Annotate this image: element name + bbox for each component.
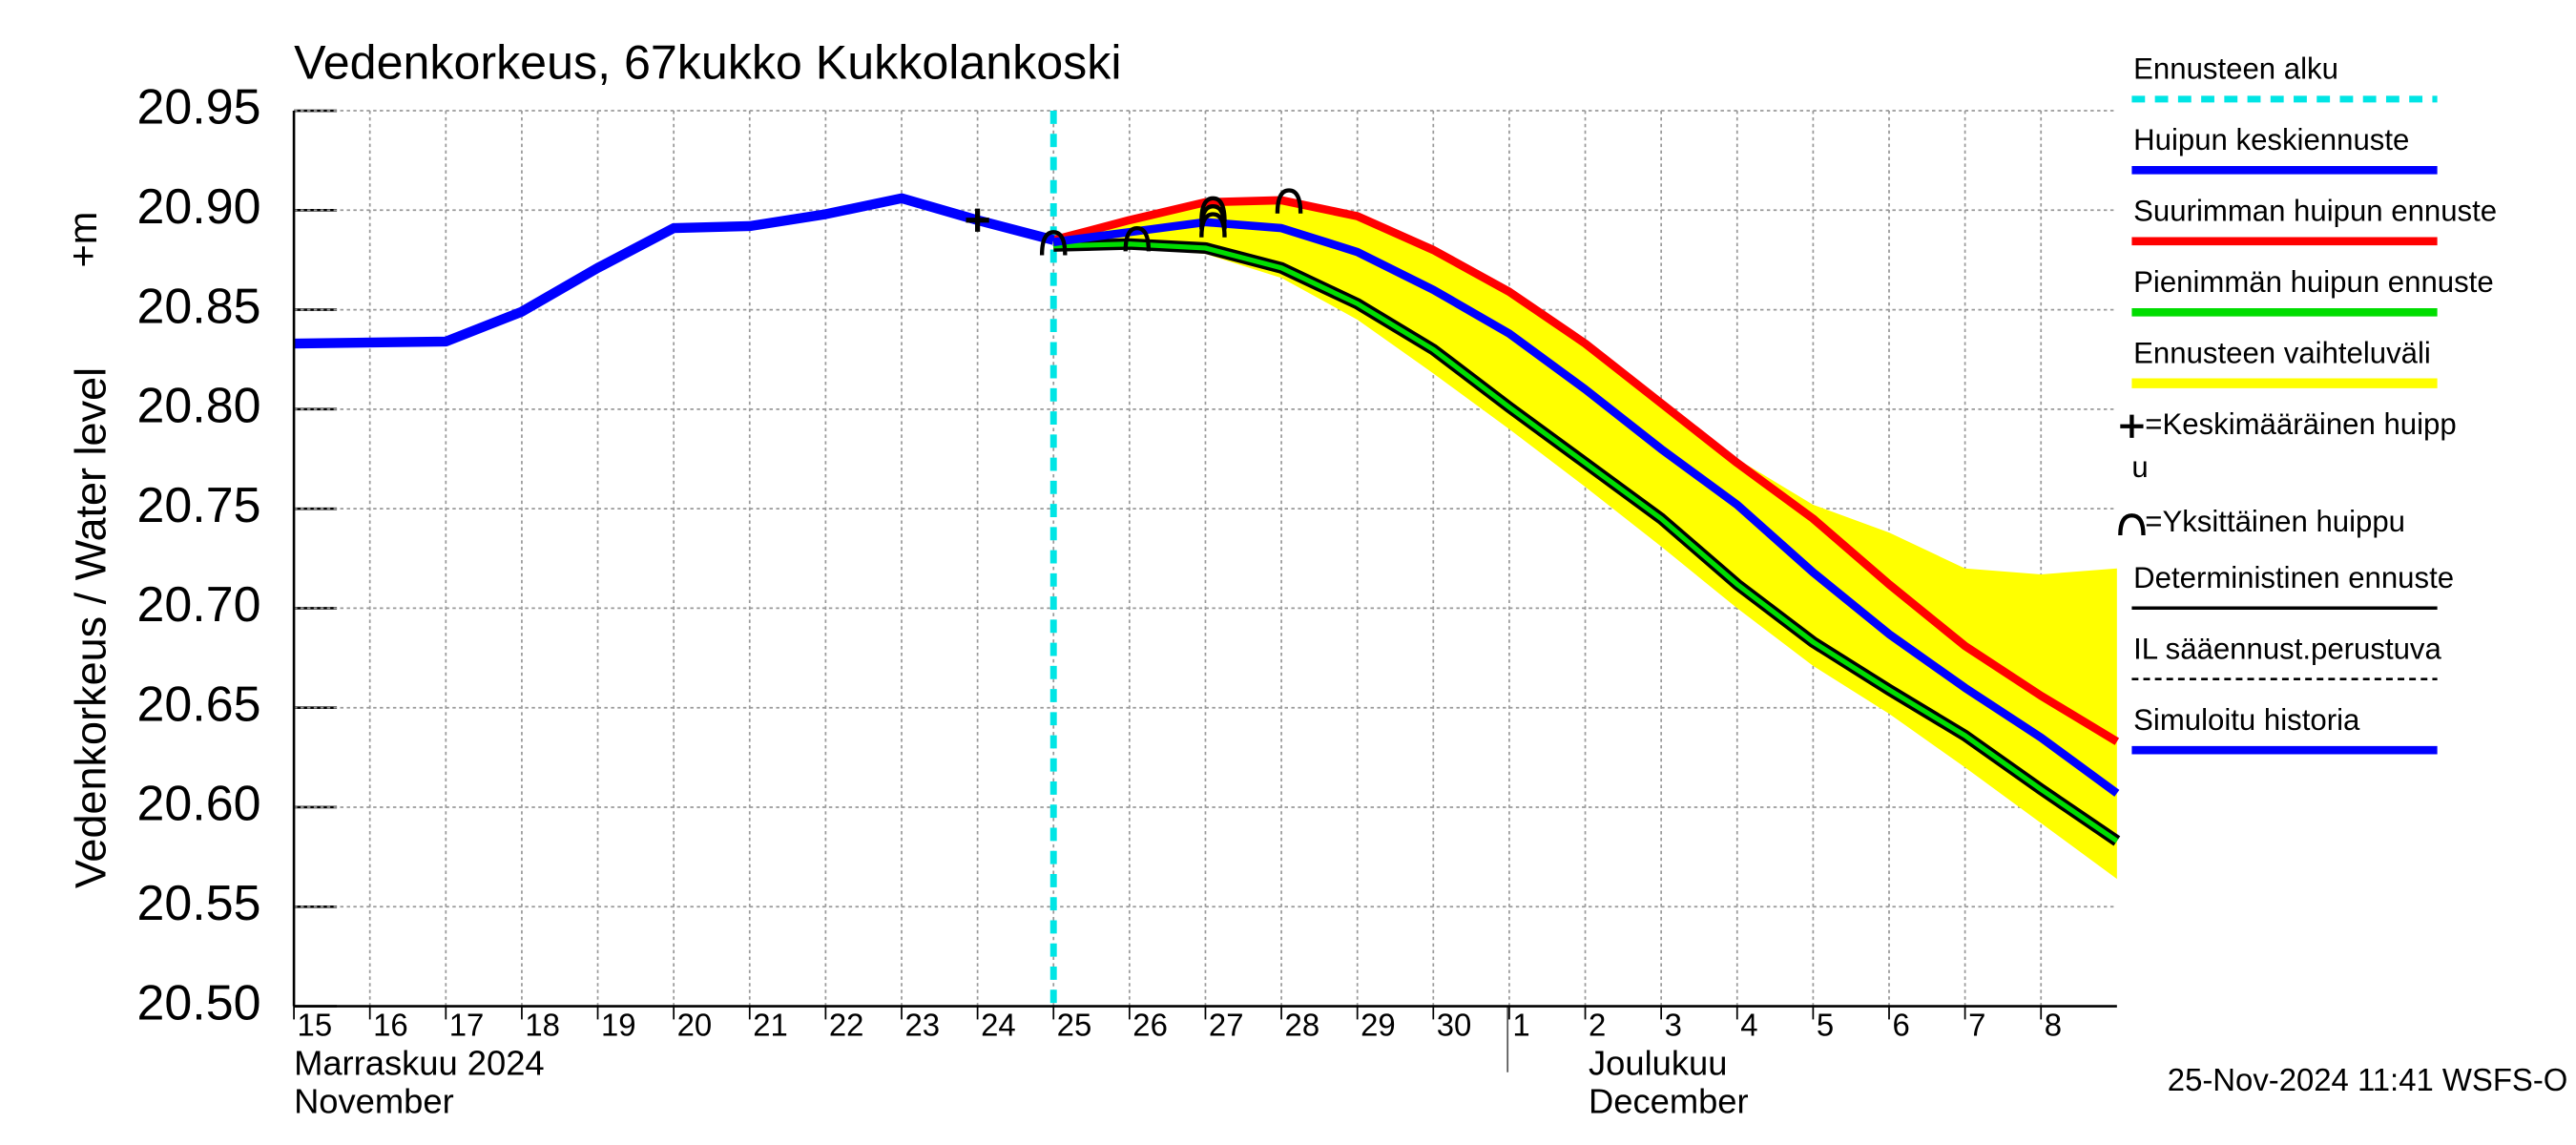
series-line bbox=[1053, 241, 2119, 843]
peak-single-marker bbox=[1275, 188, 1303, 214]
y-axis-label: Vedenkorkeus / Water level bbox=[67, 367, 115, 888]
legend-label: =Yksittäinen huippu bbox=[2145, 505, 2405, 538]
x-tick-label: 19 bbox=[601, 1008, 636, 1043]
peak-single-marker bbox=[1199, 196, 1227, 222]
y-tick-label: 20.50 bbox=[137, 975, 261, 1030]
x-tick-label: 28 bbox=[1285, 1008, 1320, 1043]
peak-mean-marker bbox=[966, 208, 989, 232]
legend-label: Pienimmän huipun ennuste bbox=[2133, 265, 2494, 299]
x-tick-label: 18 bbox=[525, 1008, 560, 1043]
legend-label: Ennusteen alku bbox=[2133, 52, 2338, 86]
month-label-en: December bbox=[1589, 1081, 1749, 1120]
x-tick-label: 21 bbox=[753, 1008, 788, 1043]
x-tick-label: 26 bbox=[1132, 1008, 1168, 1043]
x-tick-label: 20 bbox=[677, 1008, 713, 1043]
legend-label: Ennusteen vaihteluväli bbox=[2133, 337, 2431, 370]
x-tick-label: 5 bbox=[1817, 1008, 1834, 1043]
month-label: Joulukuu bbox=[1589, 1043, 1727, 1082]
series-line bbox=[1052, 196, 2120, 745]
y-tick-label: 20.95 bbox=[137, 80, 261, 135]
x-tick-label: 4 bbox=[1740, 1008, 1757, 1043]
legend-label: =Keskimääräinen huipp bbox=[2145, 407, 2456, 441]
legend-label: Suurimman huipun ennuste bbox=[2133, 195, 2497, 228]
y-tick-label: 20.55 bbox=[137, 876, 261, 931]
series-line bbox=[294, 193, 1055, 349]
x-tick-label: 24 bbox=[981, 1008, 1016, 1043]
x-tick-label: 3 bbox=[1665, 1008, 1682, 1043]
x-tick-label: 30 bbox=[1437, 1008, 1472, 1043]
y-tick-label: 20.70 bbox=[137, 577, 261, 633]
x-tick-label: 16 bbox=[373, 1008, 408, 1043]
legend-symbol bbox=[2118, 513, 2146, 536]
y-tick-label: 20.90 bbox=[137, 179, 261, 235]
y-tick-label: 20.80 bbox=[137, 379, 261, 434]
x-tick-label: 6 bbox=[1892, 1008, 1909, 1043]
x-tick-label: 8 bbox=[2045, 1008, 2062, 1043]
y-tick-label: 20.85 bbox=[137, 279, 261, 334]
y-axis-unit: +m bbox=[60, 212, 105, 268]
legend-label: u bbox=[2131, 450, 2148, 484]
x-tick-label: 17 bbox=[449, 1008, 485, 1043]
x-tick-label: 7 bbox=[1968, 1008, 1985, 1043]
x-tick-label: 22 bbox=[829, 1008, 864, 1043]
chart-title: Vedenkorkeus, 67kukko Kukkolankoski bbox=[294, 36, 1121, 90]
legend-label: Simuloitu historia bbox=[2133, 703, 2360, 737]
x-tick-label: 29 bbox=[1361, 1008, 1396, 1043]
forecast-band bbox=[1053, 199, 2117, 880]
x-tick-label: 27 bbox=[1209, 1008, 1244, 1043]
legend-label: Huipun keskiennuste bbox=[2133, 123, 2409, 156]
x-tick-label: 25 bbox=[1057, 1008, 1092, 1043]
y-tick-label: 20.60 bbox=[137, 777, 261, 832]
peak-single-marker bbox=[1123, 225, 1152, 252]
month-label: Marraskuu 2024 bbox=[294, 1043, 545, 1082]
month-label-en: November bbox=[294, 1081, 454, 1120]
y-tick-label: 20.75 bbox=[137, 478, 261, 533]
legend-symbol bbox=[2120, 414, 2144, 438]
x-tick-label: 1 bbox=[1512, 1008, 1529, 1043]
series-line bbox=[1052, 218, 2120, 797]
x-tick-label: 15 bbox=[298, 1008, 333, 1043]
x-tick-label: 23 bbox=[904, 1008, 940, 1043]
x-tick-label: 2 bbox=[1589, 1008, 1606, 1043]
y-tick-label: 20.65 bbox=[137, 677, 261, 732]
peak-single-marker bbox=[1039, 230, 1068, 256]
footer: 25-Nov-2024 11:41 WSFS-O bbox=[2168, 1062, 2568, 1097]
legend-label: IL sääennust.perustuva bbox=[2133, 632, 2441, 665]
legend-label: Deterministinen ennuste bbox=[2133, 561, 2454, 594]
